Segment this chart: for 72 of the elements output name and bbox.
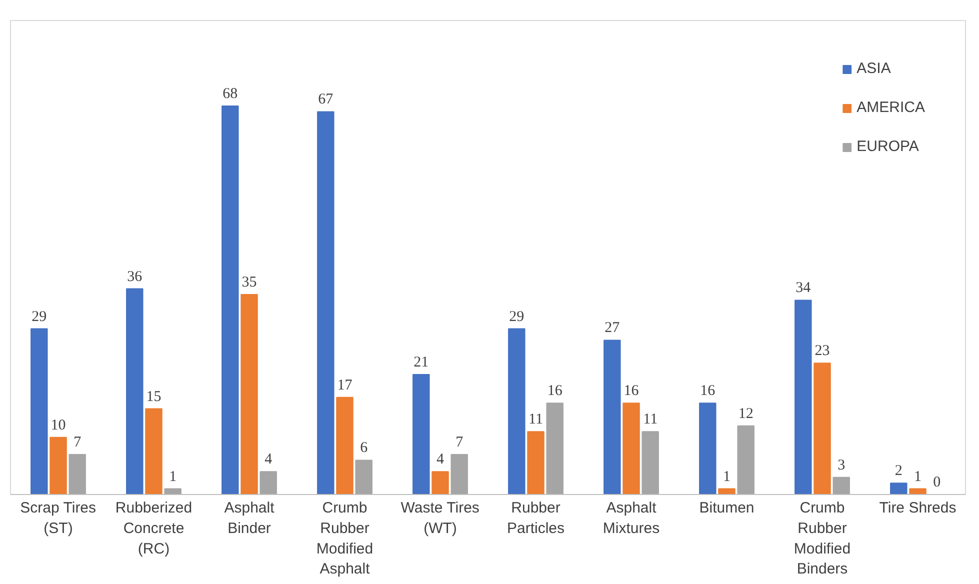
data-label: 11 [528, 412, 543, 428]
data-label: 23 [814, 343, 830, 360]
data-label: 12 [738, 406, 754, 422]
data-label: 1 [914, 468, 922, 485]
data-label: 35 [242, 274, 257, 291]
x-tick-label: Rubberized Concrete (RC) [115, 500, 192, 558]
data-label: 67 [318, 92, 334, 108]
bar [832, 476, 850, 494]
data-label: 27 [604, 320, 620, 336]
data-label: 16 [624, 383, 640, 400]
bar [355, 460, 372, 494]
legend-label: EUROPA [856, 138, 919, 155]
x-tick-label: Waste Tires (WT) [400, 500, 480, 537]
bar [222, 105, 239, 494]
bar [508, 328, 526, 494]
data-label: 29 [32, 308, 47, 325]
data-label: 1 [169, 468, 177, 485]
data-label: 10 [50, 417, 66, 434]
bar [546, 402, 564, 494]
data-label: 16 [547, 383, 563, 400]
bar [622, 402, 640, 494]
data-label: 16 [700, 383, 716, 400]
x-tick-label: Crumb Rubber Modified Asphalt [316, 500, 374, 578]
data-label: 4 [264, 452, 273, 468]
x-tick-label: Crumb Rubber Modified Binders [794, 500, 851, 578]
data-label: 4 [436, 452, 444, 468]
data-label: 7 [74, 434, 82, 451]
data-label: 17 [337, 377, 353, 394]
x-tick-label: Tire Shreds [879, 500, 956, 516]
bar [450, 454, 468, 494]
data-label: 1 [723, 468, 730, 485]
bar [432, 471, 449, 494]
data-label: 7 [456, 434, 464, 451]
bar [527, 431, 544, 494]
bar [336, 396, 354, 494]
data-label: 0 [933, 474, 941, 490]
bar [890, 482, 908, 494]
data-label: 11 [643, 412, 658, 428]
data-label: 6 [360, 440, 368, 456]
x-tick-label: Asphalt Mixtures [602, 500, 660, 537]
bar [718, 488, 736, 494]
data-label: 34 [796, 280, 812, 296]
bar [909, 488, 926, 494]
bar [240, 294, 258, 494]
bar [642, 431, 659, 494]
bar [794, 300, 812, 494]
x-tick-label: Scrap Tires (ST) [20, 500, 96, 537]
data-label: 68 [222, 86, 238, 102]
bar [412, 374, 430, 494]
bar [50, 436, 67, 494]
data-label: 3 [838, 457, 846, 474]
legend-label: ASIA [856, 60, 891, 77]
bar [737, 425, 754, 494]
bar [68, 454, 86, 494]
x-tick-label: Asphalt Binder [224, 500, 276, 537]
bar [126, 288, 144, 494]
data-label: 21 [414, 354, 429, 371]
bar [814, 362, 831, 494]
x-tick-label: Bitumen [699, 500, 754, 516]
data-label: 2 [894, 463, 902, 480]
data-label: 15 [146, 388, 162, 405]
bar [30, 328, 48, 494]
bar [164, 488, 182, 494]
bar [317, 111, 334, 494]
bar [604, 340, 621, 494]
data-label: 36 [127, 268, 143, 285]
data-label: 29 [509, 308, 524, 325]
bar [145, 408, 162, 494]
legend-label: AMERICA [856, 99, 925, 116]
bar [699, 402, 716, 494]
x-tick-label: Rubber Particles [506, 500, 565, 537]
bar [260, 471, 277, 494]
